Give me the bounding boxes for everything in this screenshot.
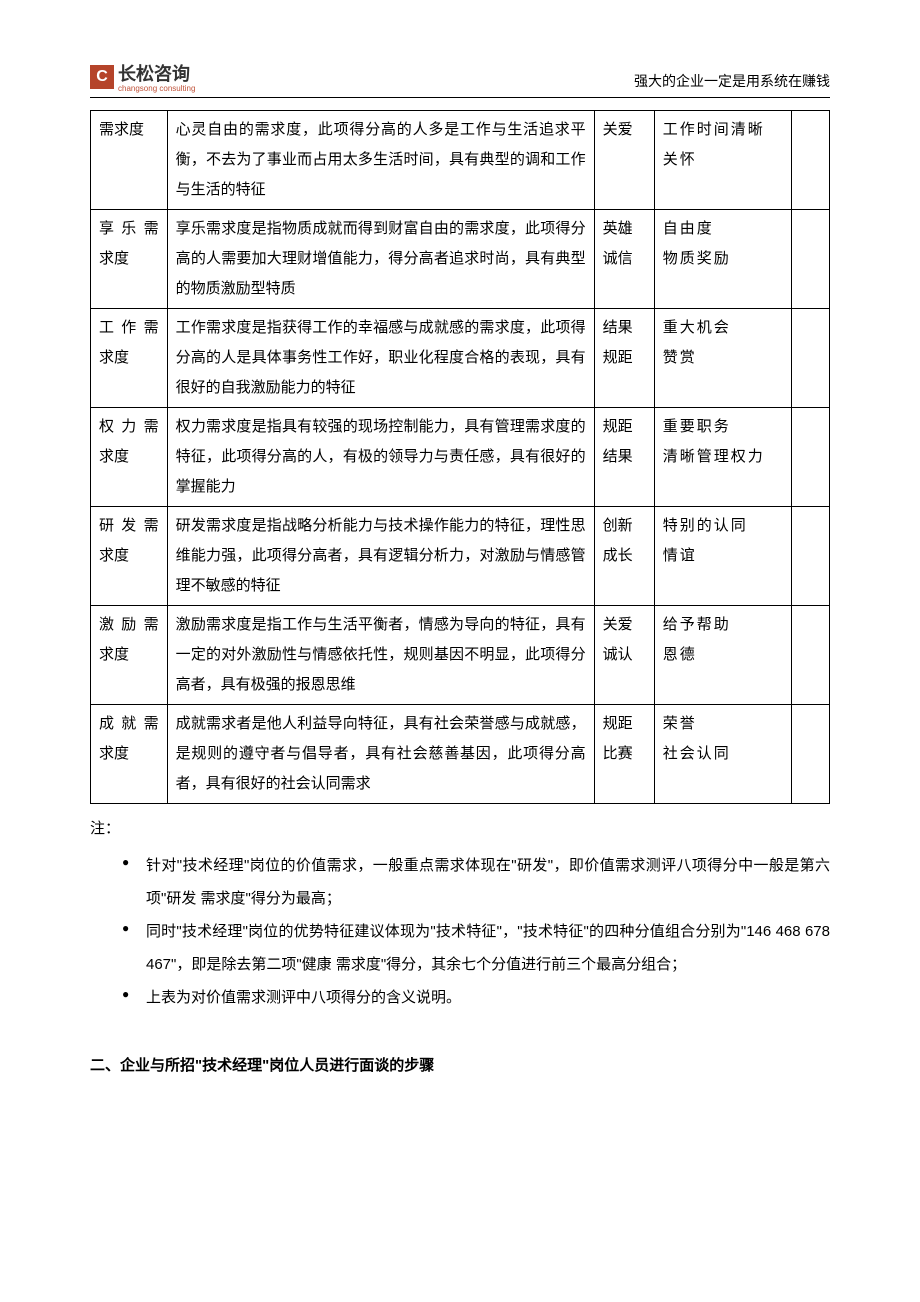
table-cell: 重大机会赞赏 (654, 309, 791, 408)
table-cell: 给予帮助恩德 (654, 606, 791, 705)
table-row: 激励需求度激励需求度是指工作与生活平衡者，情感为导向的特征，具有一定的对外激励性… (91, 606, 830, 705)
table-cell: 成就需求度 (91, 705, 168, 804)
table-row: 享乐需求度享乐需求度是指物质成就而得到财富自由的需求度，此项得分高的人需要加大理… (91, 210, 830, 309)
table-cell: 需求度 (91, 111, 168, 210)
table-cell: 关爱 (594, 111, 654, 210)
table-cell: 研发需求度是指战略分析能力与技术操作能力的特征，理性思维能力强，此项得分高者，具… (167, 507, 594, 606)
table-row: 研发需求度研发需求度是指战略分析能力与技术操作能力的特征，理性思维能力强，此项得… (91, 507, 830, 606)
table-cell: 英雄诚信 (594, 210, 654, 309)
notes-item: 针对"技术经理"岗位的价值需求，一般重点需求体现在"研发"，即价值需求测评八项得… (122, 849, 830, 915)
table-cell: 激励需求度是指工作与生活平衡者，情感为导向的特征，具有一定的对外激励性与情感依托… (167, 606, 594, 705)
table-cell: 心灵自由的需求度，此项得分高的人多是工作与生活追求平衡，不去为了事业而占用太多生… (167, 111, 594, 210)
table-cell: 工作时间清晰关怀 (654, 111, 791, 210)
logo-icon: C (90, 65, 114, 89)
table-cell (791, 606, 829, 705)
table-cell: 工作需求度是指获得工作的幸福感与成就感的需求度，此项得分高的人是具体事务性工作好… (167, 309, 594, 408)
logo-text-cn: 长松咨询 (118, 64, 190, 84)
notes-list: 针对"技术经理"岗位的价值需求，一般重点需求体现在"研发"，即价值需求测评八项得… (90, 849, 830, 1014)
notes-section: 注： 针对"技术经理"岗位的价值需求，一般重点需求体现在"研发"，即价值需求测评… (90, 812, 830, 1014)
table-cell: 创新成长 (594, 507, 654, 606)
notes-item: 上表为对价值需求测评中八项得分的含义说明。 (122, 981, 830, 1014)
table-cell: 成就需求者是他人利益导向特征，具有社会荣誉感与成就感，是规则的遵守者与倡导者，具… (167, 705, 594, 804)
table-cell (791, 705, 829, 804)
header-slogan: 强大的企业一定是用系统在赚钱 (634, 71, 830, 93)
table-cell: 特别的认同情谊 (654, 507, 791, 606)
table-row: 权力需求度权力需求度是指具有较强的现场控制能力，具有管理需求度的特征，此项得分高… (91, 408, 830, 507)
table-cell: 荣誉社会认同 (654, 705, 791, 804)
needs-table: 需求度心灵自由的需求度，此项得分高的人多是工作与生活追求平衡，不去为了事业而占用… (90, 110, 830, 804)
section-heading: 二、企业与所招"技术经理"岗位人员进行面谈的步骤 (90, 1054, 830, 1075)
table-cell: 自由度物质奖励 (654, 210, 791, 309)
page-header: C 长松咨询 changsong consulting 强大的企业一定是用系统在… (90, 60, 830, 98)
table-cell (791, 309, 829, 408)
table-cell: 重要职务清晰管理权力 (654, 408, 791, 507)
document-page: C 长松咨询 changsong consulting 强大的企业一定是用系统在… (0, 0, 920, 1135)
table-cell: 享乐需求度是指物质成就而得到财富自由的需求度，此项得分高的人需要加大理财增值能力… (167, 210, 594, 309)
table-cell (791, 507, 829, 606)
notes-title: 注： (90, 812, 830, 845)
table-cell: 享乐需求度 (91, 210, 168, 309)
logo: C 长松咨询 changsong consulting (90, 60, 195, 93)
table-cell: 关爱诚认 (594, 606, 654, 705)
table-cell (791, 111, 829, 210)
table-cell: 规距结果 (594, 408, 654, 507)
table-cell: 研发需求度 (91, 507, 168, 606)
table-row: 成就需求度成就需求者是他人利益导向特征，具有社会荣誉感与成就感，是规则的遵守者与… (91, 705, 830, 804)
table-cell: 激励需求度 (91, 606, 168, 705)
table-row: 需求度心灵自由的需求度，此项得分高的人多是工作与生活追求平衡，不去为了事业而占用… (91, 111, 830, 210)
logo-text-block: 长松咨询 changsong consulting (118, 60, 195, 93)
logo-text-en: changsong consulting (118, 84, 195, 93)
table-cell: 规距比赛 (594, 705, 654, 804)
table-cell (791, 408, 829, 507)
notes-item: 同时"技术经理"岗位的优势特征建议体现为"技术特征"，"技术特征"的四种分值组合… (122, 915, 830, 981)
table-cell: 权力需求度 (91, 408, 168, 507)
table-cell (791, 210, 829, 309)
table-row: 工作需求度工作需求度是指获得工作的幸福感与成就感的需求度，此项得分高的人是具体事… (91, 309, 830, 408)
table-cell: 结果规距 (594, 309, 654, 408)
table-cell: 工作需求度 (91, 309, 168, 408)
table-cell: 权力需求度是指具有较强的现场控制能力，具有管理需求度的特征，此项得分高的人，有极… (167, 408, 594, 507)
